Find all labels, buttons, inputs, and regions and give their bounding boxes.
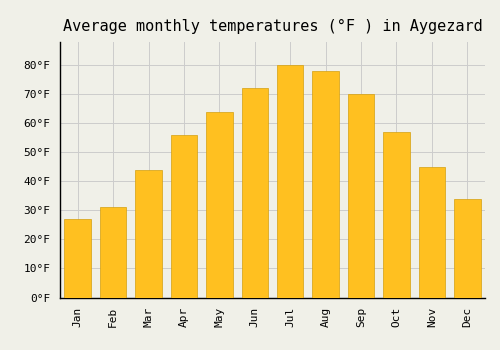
Bar <box>100 208 126 298</box>
Bar <box>348 94 374 298</box>
Bar <box>170 135 197 298</box>
Bar <box>206 112 233 298</box>
Bar <box>136 170 162 298</box>
Bar <box>277 65 303 298</box>
Bar <box>312 71 339 298</box>
Title: Average monthly temperatures (°F ) in Aygezard: Average monthly temperatures (°F ) in Ay… <box>62 19 482 34</box>
Bar <box>383 132 409 298</box>
Bar <box>242 89 268 298</box>
Bar <box>418 167 445 298</box>
Bar <box>454 199 480 298</box>
Bar <box>64 219 91 298</box>
